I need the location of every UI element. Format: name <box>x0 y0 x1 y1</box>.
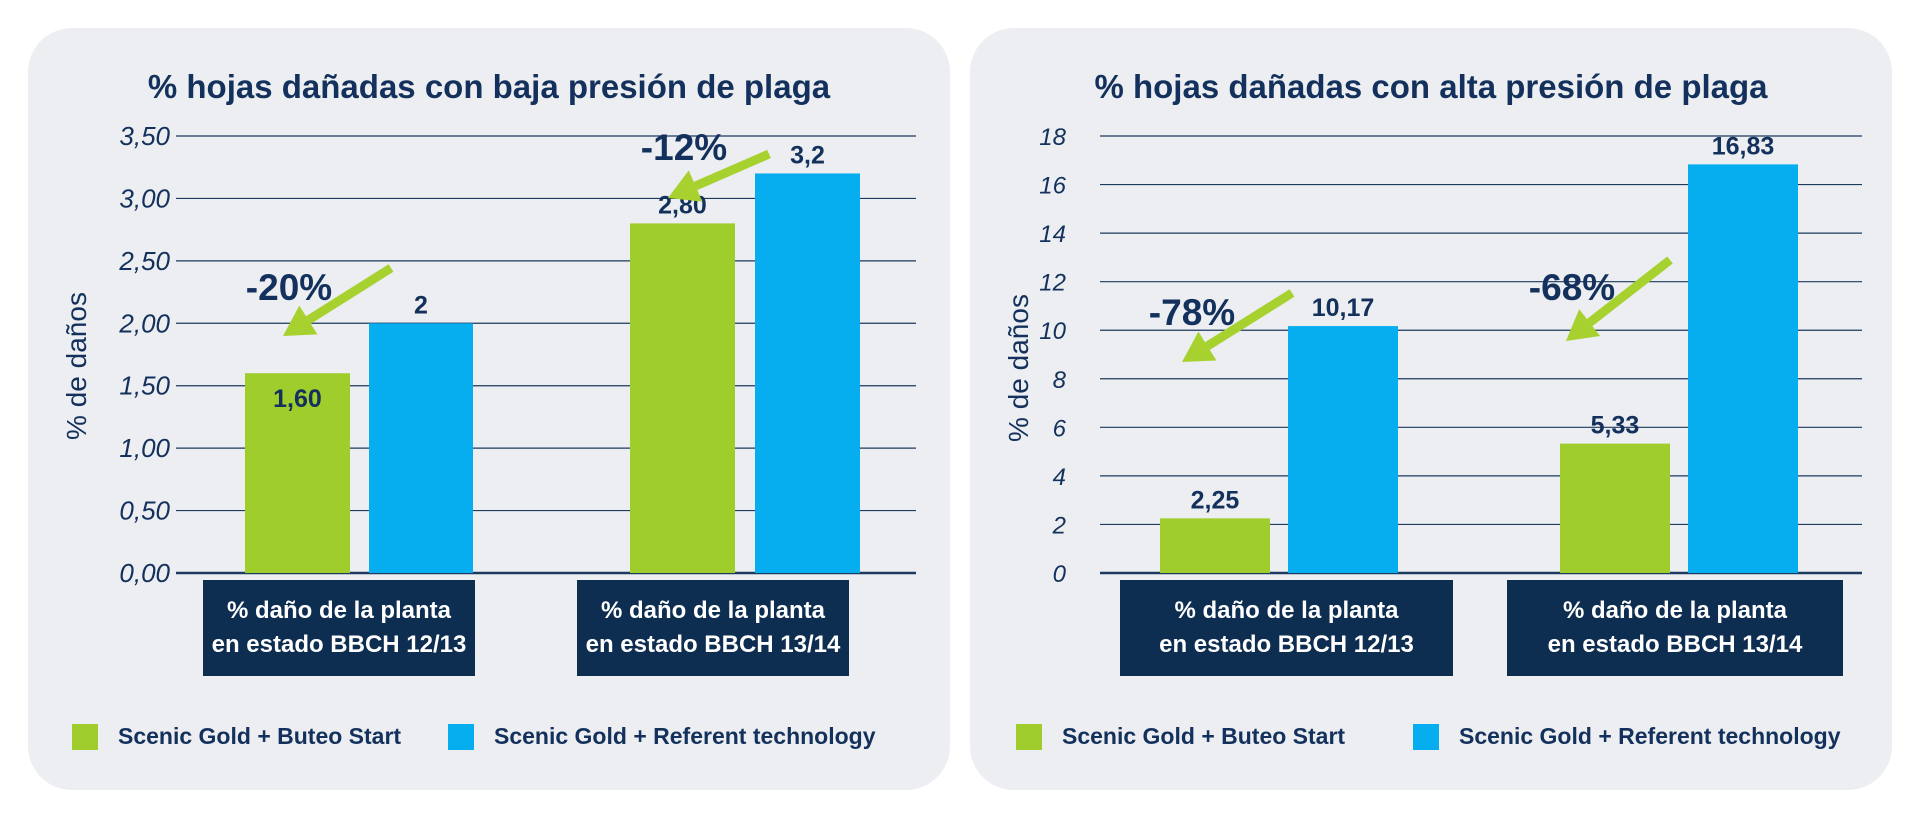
legend-item: Scenic Gold + Buteo Start <box>1016 723 1345 750</box>
y-tick-label: 1,50 <box>119 371 170 401</box>
reduction-annotation: -12% <box>641 127 727 168</box>
legend-swatch <box>1413 723 1439 750</box>
y-tick-label: 12 <box>1039 270 1066 297</box>
bar <box>630 223 735 573</box>
data-label: 2 <box>414 291 428 319</box>
arrow-head <box>668 170 703 202</box>
bar <box>369 323 473 573</box>
reduction-annotation: -20% <box>246 267 332 308</box>
bar <box>755 173 860 573</box>
arrow-shaft <box>305 264 394 324</box>
arrow-shaft <box>693 149 771 191</box>
legend-swatch <box>1016 723 1042 750</box>
y-tick-label: 14 <box>1039 221 1066 248</box>
y-tick-label: 1,00 <box>119 433 170 463</box>
y-tick-label: 0,00 <box>119 558 170 588</box>
arrow-shaft <box>1586 256 1673 327</box>
bar-chart-low-pressure: 0,00 0,50 1,00 1,50 2,00 2,50 3,00 3,50 % de dañ… <box>61 121 916 588</box>
legend: Scenic Gold + Buteo Start Scenic Gold + … <box>28 723 950 763</box>
legend-item: Scenic Gold + Referent technology <box>1413 723 1841 750</box>
bar <box>1288 326 1398 573</box>
category-box: % daño de la planta en estado BBCH 13/14 <box>577 580 849 676</box>
data-label: 2,25 <box>1191 486 1240 514</box>
y-tick-label: 10 <box>1039 318 1066 345</box>
y-tick-label: 3,00 <box>119 183 170 213</box>
bar-chart-high-pressure: 0 2 4 6 8 10 12 14 16 18 % de daños 2,25 5,33 10,17 16… <box>1003 124 1862 588</box>
category-label-line: en estado BBCH 13/14 <box>1547 631 1803 658</box>
category-box: % daño de la planta en estado BBCH 12/13 <box>1120 580 1453 676</box>
category-label-line: en estado BBCH 13/14 <box>585 631 841 658</box>
legend-swatch <box>72 723 98 750</box>
legend: Scenic Gold + Buteo Start Scenic Gold + … <box>970 723 1892 763</box>
arrow-head <box>283 305 318 336</box>
data-label: 10,17 <box>1312 294 1375 322</box>
data-label: 5,33 <box>1591 412 1640 440</box>
legend-item: Scenic Gold + Referent technology <box>448 723 876 750</box>
y-tick-label: 0,50 <box>119 496 170 526</box>
y-tick-label: 8 <box>1053 367 1067 394</box>
y-tick-label: 16 <box>1039 173 1066 200</box>
bar <box>1560 443 1670 573</box>
data-label: 1,60 <box>273 385 322 413</box>
chart-panel-low-pressure: % hojas dañadas con baja presión de plag… <box>28 28 950 790</box>
y-tick-label: 4 <box>1053 464 1066 491</box>
bar <box>1688 164 1798 573</box>
y-tick-label: 2,50 <box>118 246 170 276</box>
arrow-head <box>1182 331 1217 362</box>
y-tick-label: 2,00 <box>118 308 170 338</box>
reduction-annotation: -78% <box>1149 292 1235 333</box>
data-label: 16,83 <box>1712 132 1775 160</box>
data-label: 3,2 <box>790 141 825 169</box>
legend-label: Scenic Gold + Buteo Start <box>1062 723 1346 749</box>
y-axis-label: % de daños <box>61 292 92 440</box>
category-box: % daño de la planta en estado BBCH 12/13 <box>203 580 475 676</box>
y-tick-label: 18 <box>1039 124 1066 151</box>
category-label-line: % daño de la planta <box>1562 597 1788 624</box>
category-label-line: % daño de la planta <box>226 597 452 624</box>
y-tick-label: 0 <box>1053 561 1067 588</box>
category-box: % daño de la planta en estado BBCH 13/14 <box>1507 580 1843 676</box>
chart-title: % hojas dañadas con baja presión de plag… <box>147 68 831 105</box>
chart-title: % hojas dañadas con alta presión de plag… <box>1094 68 1768 105</box>
legend-item: Scenic Gold + Buteo Start <box>72 723 401 750</box>
bar <box>245 373 350 573</box>
legend-swatch <box>448 723 474 750</box>
category-label-line: en estado BBCH 12/13 <box>211 631 467 658</box>
legend-label: Scenic Gold + Buteo Start <box>118 723 402 749</box>
category-label-line: % daño de la planta <box>1174 597 1399 624</box>
y-tick-label: 2 <box>1052 512 1066 539</box>
legend-label: Scenic Gold + Referent technology <box>494 723 876 749</box>
y-tick-label: 3,50 <box>119 121 170 151</box>
arrow-head <box>1566 309 1601 341</box>
category-label-line: % daño de la planta <box>600 597 826 624</box>
legend-label: Scenic Gold + Referent technology <box>1459 723 1841 749</box>
y-tick-label: 6 <box>1053 415 1067 442</box>
chart-panel-high-pressure: % hojas dañadas con alta presión de plag… <box>970 28 1892 790</box>
reduction-annotation: -68% <box>1529 267 1615 308</box>
bar <box>1160 518 1270 573</box>
category-label-line: en estado BBCH 12/13 <box>1159 631 1414 658</box>
y-axis-label: % de daños <box>1003 294 1034 442</box>
arrow-shaft <box>1205 289 1295 350</box>
